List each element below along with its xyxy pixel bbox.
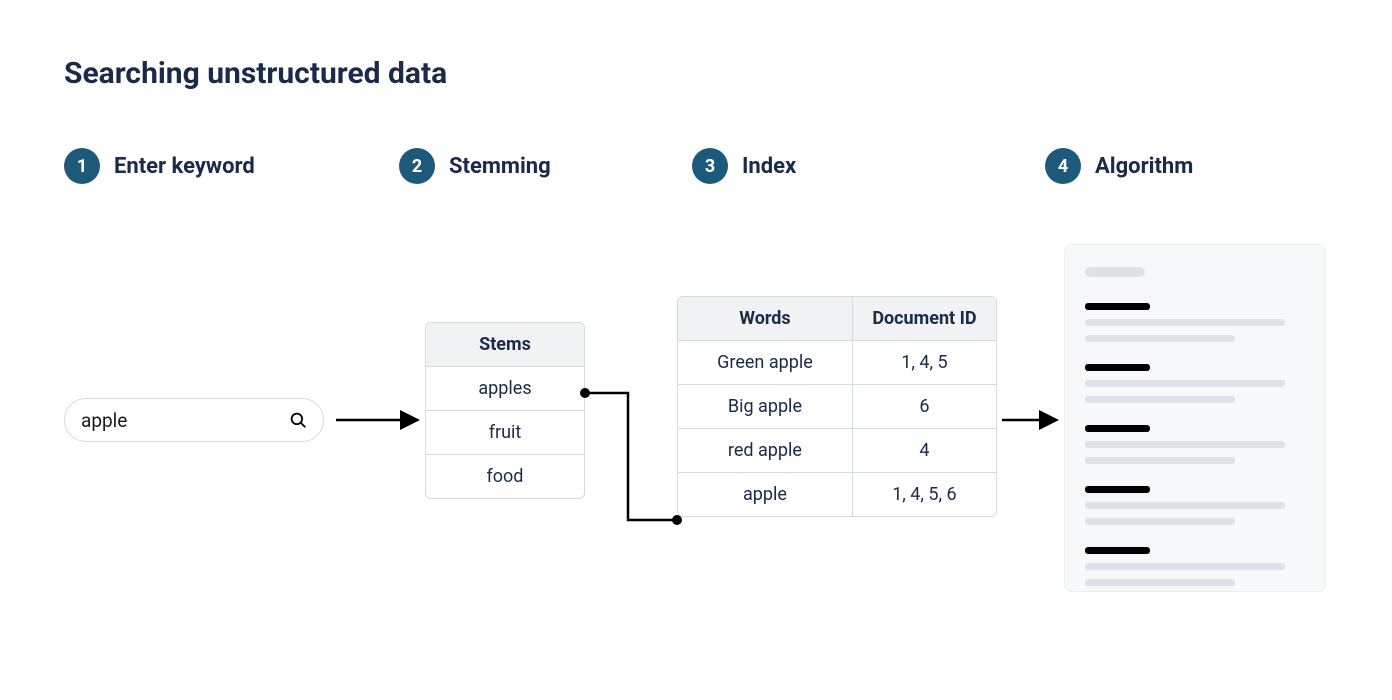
search-value: apple	[81, 409, 127, 432]
index-row-1-word: Big apple	[678, 385, 853, 428]
doc-line-text	[1085, 335, 1235, 342]
doc-line-title	[1085, 425, 1150, 432]
index-row-3: apple 1, 4, 5, 6	[678, 473, 996, 516]
doc-line-text	[1085, 441, 1285, 448]
search-box[interactable]: apple	[64, 398, 324, 442]
step-4-badge: 4	[1045, 148, 1081, 184]
index-row-2-word: red apple	[678, 429, 853, 472]
doc-line-title	[1085, 303, 1150, 310]
stems-row-0: apples	[426, 367, 584, 411]
stems-row-2: food	[426, 455, 584, 498]
doc-group-3	[1085, 425, 1305, 464]
doc-line-text	[1085, 319, 1285, 326]
step-2-badge: 2	[399, 148, 435, 184]
index-row-0-word: Green apple	[678, 341, 853, 384]
doc-group-5	[1085, 547, 1305, 586]
doc-line-text	[1085, 563, 1285, 570]
step-4-label: Algorithm	[1095, 154, 1193, 179]
search-icon[interactable]	[289, 411, 307, 429]
doc-line-title	[1085, 547, 1150, 554]
index-row-0: Green apple 1, 4, 5	[678, 341, 996, 385]
doc-line-text	[1085, 396, 1235, 403]
page-title: Searching unstructured data	[64, 56, 447, 91]
step-2: 2 Stemming	[399, 148, 551, 184]
doc-header-bar	[1085, 267, 1145, 277]
index-header-row: Words Document ID	[678, 297, 996, 341]
index-row-0-doc: 1, 4, 5	[853, 341, 996, 384]
doc-line-title	[1085, 364, 1150, 371]
doc-group-1	[1085, 303, 1305, 342]
doc-line-text	[1085, 579, 1235, 586]
result-document	[1064, 244, 1326, 592]
step-3-badge: 3	[692, 148, 728, 184]
doc-line-text	[1085, 457, 1235, 464]
step-3: 3 Index	[692, 148, 796, 184]
step-2-label: Stemming	[449, 154, 551, 179]
index-row-2: red apple 4	[678, 429, 996, 473]
index-row-3-word: apple	[678, 473, 853, 516]
step-4: 4 Algorithm	[1045, 148, 1193, 184]
index-row-3-doc: 1, 4, 5, 6	[853, 473, 996, 516]
index-table: Words Document ID Green apple 1, 4, 5 Bi…	[677, 296, 997, 517]
stems-row-1: fruit	[426, 411, 584, 455]
step-1-badge: 1	[64, 148, 100, 184]
doc-group-4	[1085, 486, 1305, 525]
step-1-label: Enter keyword	[114, 154, 255, 179]
index-header-words: Words	[678, 297, 853, 340]
stems-table: Stems apples fruit food	[425, 322, 585, 499]
doc-line-text	[1085, 502, 1285, 509]
doc-line-title	[1085, 486, 1150, 493]
index-row-1: Big apple 6	[678, 385, 996, 429]
stems-header: Stems	[426, 323, 584, 367]
doc-line-text	[1085, 380, 1285, 387]
index-row-2-doc: 4	[853, 429, 996, 472]
index-header-docid: Document ID	[853, 297, 996, 340]
doc-line-text	[1085, 518, 1235, 525]
doc-group-2	[1085, 364, 1305, 403]
step-1: 1 Enter keyword	[64, 148, 255, 184]
arrow-elbow	[585, 393, 677, 520]
step-3-label: Index	[742, 154, 796, 179]
index-row-1-doc: 6	[853, 385, 996, 428]
